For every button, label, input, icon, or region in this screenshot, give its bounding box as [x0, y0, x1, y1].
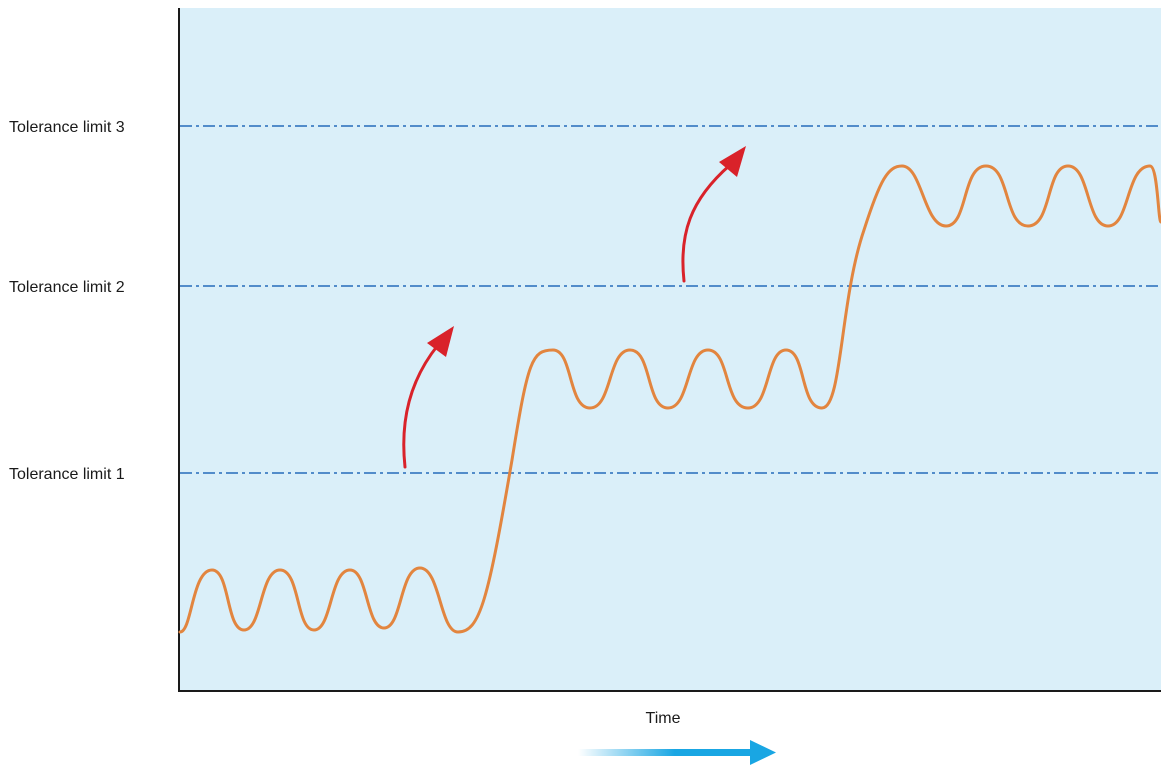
- signal-curve: [178, 164, 1161, 634]
- step-arrow-2: [681, 146, 746, 283]
- time-arrow-icon: [578, 740, 776, 765]
- tolerance-label-3: Tolerance limit 3: [9, 119, 125, 136]
- tolerance-label-1: Tolerance limit 1: [9, 466, 125, 483]
- step-arrow-1: [402, 326, 454, 469]
- time-axis-label: Time: [646, 710, 681, 727]
- plot-background: [179, 8, 1161, 691]
- tolerance-label-2: Tolerance limit 2: [9, 279, 125, 296]
